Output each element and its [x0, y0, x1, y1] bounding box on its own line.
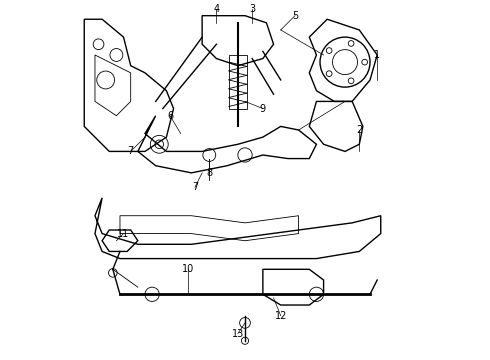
- Circle shape: [348, 41, 354, 46]
- Circle shape: [326, 48, 332, 53]
- Text: 1: 1: [374, 50, 380, 60]
- Text: 2: 2: [356, 125, 363, 135]
- Text: 8: 8: [206, 168, 212, 178]
- Text: 13: 13: [232, 329, 244, 339]
- Text: 9: 9: [260, 104, 266, 113]
- Text: 10: 10: [182, 264, 194, 274]
- Text: 3: 3: [249, 4, 255, 14]
- Text: 5: 5: [292, 11, 298, 21]
- Text: 4: 4: [213, 4, 220, 14]
- Circle shape: [362, 59, 368, 65]
- Text: 11: 11: [118, 229, 130, 239]
- Text: 7: 7: [127, 147, 134, 157]
- Circle shape: [326, 71, 332, 77]
- Text: 6: 6: [167, 111, 173, 121]
- Text: 7: 7: [192, 182, 198, 192]
- Circle shape: [348, 78, 354, 84]
- Text: 12: 12: [274, 311, 287, 321]
